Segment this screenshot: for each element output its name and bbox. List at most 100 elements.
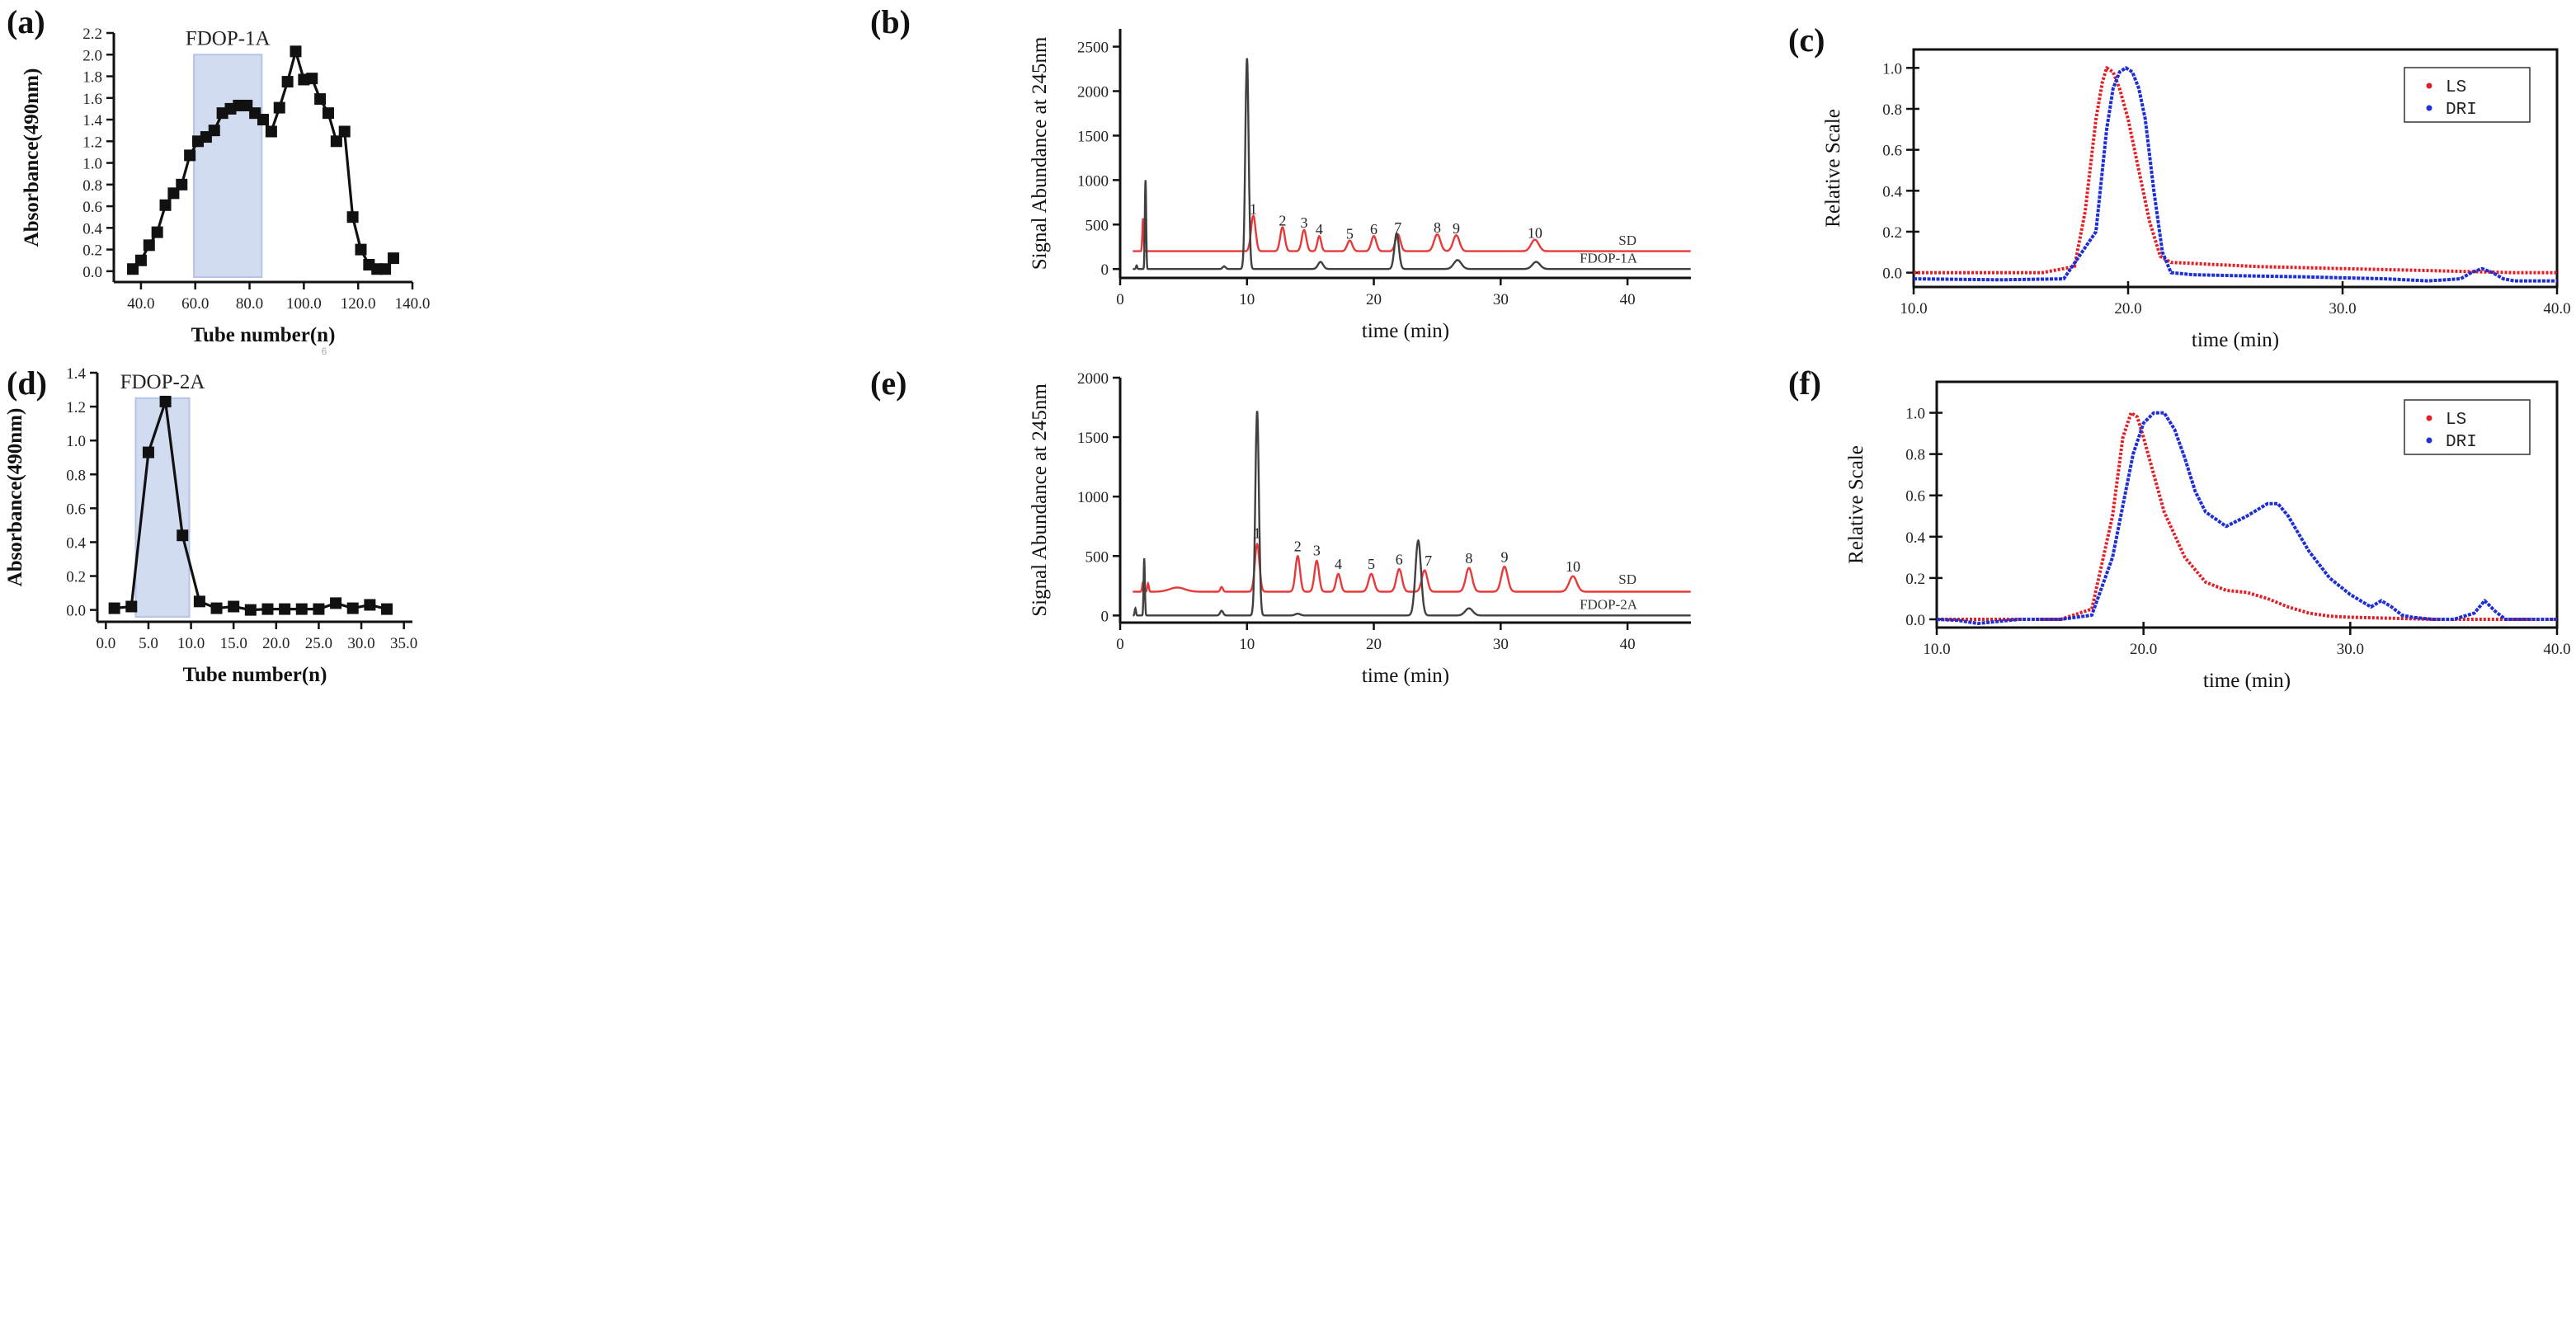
- y-tick-label: 1.4: [66, 365, 86, 383]
- series-ls: [1937, 411, 2557, 621]
- y-tick-label: 0.0: [1882, 266, 1902, 283]
- series-ls: [1914, 66, 2557, 275]
- data-point: [295, 603, 308, 615]
- y-tick-label: 0.6: [66, 501, 86, 518]
- peak-label: 4: [1316, 221, 1323, 238]
- y-tick-label: 0.0: [66, 603, 86, 620]
- data-point: [193, 595, 205, 608]
- y-tick-label: 1.0: [66, 433, 86, 450]
- x-tick-label: 30: [1493, 291, 1509, 308]
- data-point: [290, 45, 302, 58]
- trace-sample: [1133, 411, 1691, 617]
- legend-marker: [2426, 82, 2432, 89]
- y-tick-label: 0.8: [1905, 447, 1925, 464]
- trace-standard: [1133, 214, 1691, 252]
- panel-letter: (e): [870, 364, 907, 402]
- x-tick-label: 20.0: [262, 635, 290, 652]
- y-tick-label: 0.2: [1882, 224, 1902, 242]
- peak-label: 2: [1294, 538, 1302, 554]
- peak-label: 1: [1250, 200, 1257, 217]
- peak-label: 6: [1396, 551, 1403, 567]
- peak-label: 3: [1300, 214, 1307, 231]
- data-point: [314, 93, 327, 106]
- panel-c: (c) 10.0 20.0 30.0 40.0 0.0 0.2 0.4 0.6 0.8 1.0 tim…: [1788, 21, 2571, 351]
- x-tick-label: 20.0: [2130, 641, 2157, 658]
- peak-label: 2: [1279, 212, 1286, 228]
- y-tick-label: 0.6: [1882, 143, 1902, 160]
- y-tick-label: 0.4: [82, 220, 102, 238]
- panel-d: (d) FDOP-2A 0.0 5.0 10.0 15.0 20.0 25.0 30.0 35.0…: [4, 364, 417, 686]
- peak-label: 10: [1566, 558, 1580, 575]
- x-tick-label: 20: [1366, 636, 1382, 653]
- x-tick-label: 0.0: [96, 635, 115, 652]
- legend-label: LS: [2446, 411, 2466, 430]
- panel-b: (b) 0 10 20 30 40 0 500 1000 1500 2000 2500 time (mi…: [870, 3, 1691, 342]
- y-tick-label: 1000: [1077, 489, 1109, 506]
- trace-label: SD: [1618, 571, 1636, 587]
- y-tick-label: 1.0: [1905, 406, 1925, 423]
- y-tick-label: 0.0: [82, 264, 102, 281]
- x-tick-label: 10.0: [1923, 641, 1950, 658]
- y-tick-label: 2000: [1077, 84, 1109, 101]
- peak-label: 7: [1425, 553, 1432, 569]
- x-tick-label: 20.0: [2114, 300, 2141, 317]
- y-tick-label: 0.2: [1905, 571, 1925, 588]
- series-dri: [1913, 66, 2557, 283]
- data-point: [379, 263, 392, 275]
- data-point: [210, 602, 223, 614]
- y-axis-title: Absorbance(490nm): [21, 68, 43, 247]
- y-tick-label: 0: [1101, 608, 1109, 625]
- x-tick-label: 5.0: [139, 635, 158, 652]
- data-point: [159, 395, 172, 407]
- data-point: [261, 603, 274, 615]
- data-point: [176, 178, 188, 190]
- y-tick-label: 0.6: [1905, 488, 1925, 506]
- data-point: [279, 603, 291, 615]
- data-point: [330, 597, 342, 609]
- x-tick-label: 120.0: [341, 295, 376, 313]
- legend-marker: [2426, 415, 2432, 421]
- y-tick-label: 0.4: [1882, 183, 1902, 200]
- peak-label: 8: [1434, 219, 1441, 236]
- trace-standard: [1133, 542, 1691, 593]
- x-tick-label: 100.0: [286, 295, 322, 313]
- peak-label: 6: [1370, 221, 1377, 238]
- highlight-region: [193, 54, 263, 279]
- data-point: [208, 125, 220, 137]
- x-axis-title: time (min): [1362, 665, 1449, 687]
- panel-e: (e) 0 10 20 30 40 0 500 1000 1500 2000 time (min) Si…: [870, 364, 1691, 687]
- y-tick-label: 0.4: [66, 534, 86, 552]
- x-tick-label: 140.0: [395, 295, 431, 313]
- y-tick-label: 1.8: [82, 69, 102, 87]
- data-point: [127, 263, 139, 275]
- panel-letter: (a): [7, 3, 45, 40]
- x-tick-label: 40.0: [127, 295, 154, 313]
- y-tick-label: 500: [1085, 217, 1109, 234]
- x-tick-label: 35.0: [390, 635, 417, 652]
- y-tick-label: 0.6: [82, 199, 102, 216]
- y-tick-label: 0.8: [82, 177, 102, 195]
- y-tick-label: 1000: [1077, 172, 1109, 190]
- y-tick-label: 1.0: [82, 156, 102, 173]
- data-point: [387, 252, 399, 265]
- x-tick-label: 10.0: [177, 635, 205, 652]
- highlight-region: [134, 397, 191, 618]
- data-point: [306, 73, 318, 85]
- data-point: [346, 211, 359, 223]
- x-tick-label: 0: [1116, 636, 1124, 653]
- series-dri: [1936, 411, 2557, 625]
- data-point: [330, 135, 342, 148]
- panel-letter: (d): [7, 364, 47, 402]
- data-point: [142, 446, 154, 459]
- trace-sample: [1133, 58, 1691, 270]
- x-tick-label: 10.0: [1900, 300, 1927, 317]
- y-tick-label: 1500: [1077, 430, 1109, 447]
- data-point: [381, 603, 393, 615]
- y-tick-label: 500: [1085, 548, 1109, 566]
- y-tick-label: 0.0: [1905, 612, 1925, 629]
- y-tick-label: 2.2: [82, 26, 102, 43]
- x-axis-title: Tube number(n): [191, 324, 336, 346]
- data-point: [167, 187, 180, 200]
- y-tick-label: 1.0: [1882, 60, 1902, 78]
